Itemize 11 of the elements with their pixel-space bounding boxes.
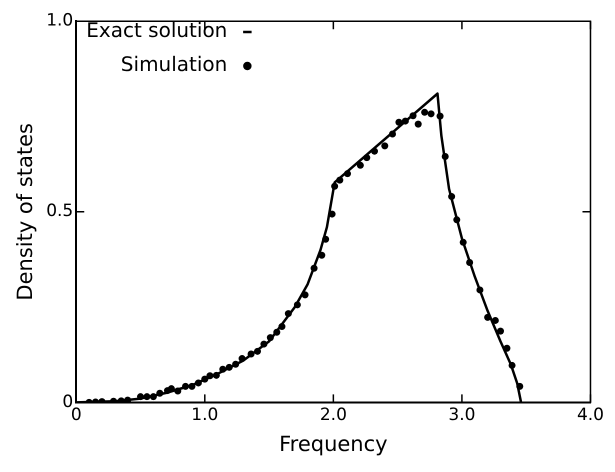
y-axis-title: Density of states bbox=[13, 123, 38, 301]
x-axis-title: Frequency bbox=[279, 432, 388, 456]
x-tick-label: 2.0 bbox=[320, 405, 347, 426]
x-tick-label: 3.0 bbox=[448, 405, 476, 426]
legend-label: Simulation bbox=[120, 52, 228, 76]
y-tick-label: 1.0 bbox=[46, 10, 74, 31]
y-tick-label: 0 bbox=[62, 392, 74, 412]
x-tick-label: 4.0 bbox=[576, 405, 604, 426]
x-tick-label: 1.0 bbox=[191, 405, 218, 426]
legend-label: Exact solution bbox=[86, 18, 228, 42]
y-tick-label: 0.5 bbox=[46, 201, 74, 222]
